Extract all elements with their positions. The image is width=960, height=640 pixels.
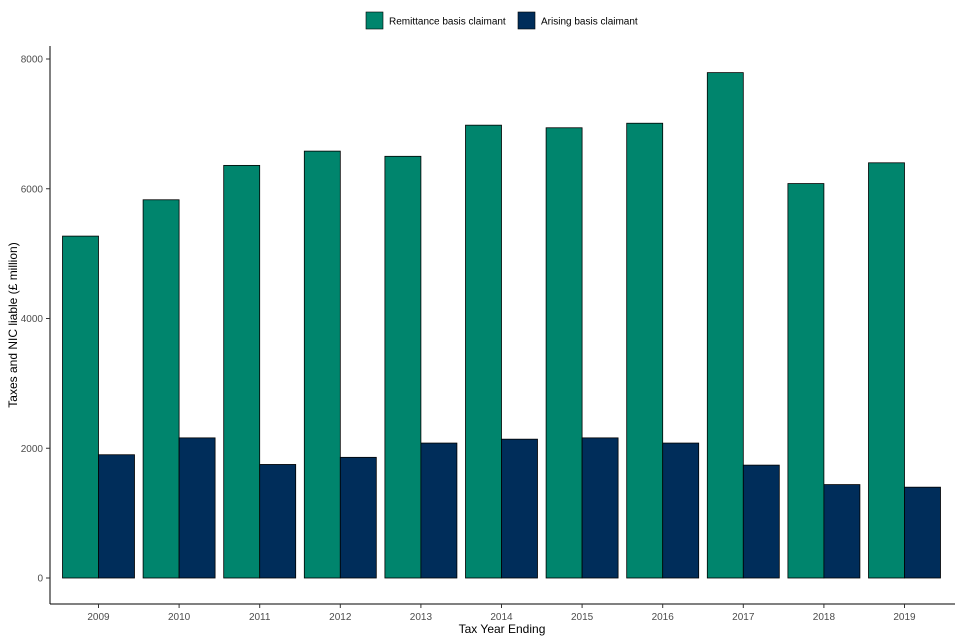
x-tick-label-2014: 2014	[490, 612, 513, 623]
bar-remittance-2011	[223, 164, 261, 579]
bar-remittance-2012	[303, 150, 341, 579]
bar-arising-2016	[662, 442, 700, 579]
bar-arising-2015	[581, 437, 619, 579]
legend-swatch-remittance	[365, 11, 384, 30]
bar-remittance-2016	[626, 122, 664, 579]
bar-remittance-2013	[384, 155, 422, 579]
legend-label-arising: Arising basis claimant	[541, 17, 638, 28]
bar-remittance-2009	[62, 235, 99, 579]
bar-arising-2018	[823, 484, 861, 579]
x-tick-label-2011: 2011	[249, 612, 271, 623]
y-axis-ticks: 0 2000 4000 6000 8000	[21, 55, 50, 585]
bars-group	[62, 72, 941, 579]
legend-label-remittance: Remittance basis claimant	[389, 17, 506, 28]
y-tick-label-8000: 8000	[21, 55, 44, 66]
bar-arising-2010	[178, 437, 216, 579]
x-tick-label-2018: 2018	[813, 612, 836, 623]
bar-arising-2017	[742, 464, 780, 579]
x-tick-label-2019: 2019	[893, 612, 916, 623]
x-axis-title: Tax Year Ending	[459, 622, 546, 636]
x-tick-label-2016: 2016	[652, 612, 675, 623]
x-tick-label-2012: 2012	[329, 612, 352, 623]
y-axis-title: Taxes and NIC liable (£ million)	[6, 242, 20, 407]
bar-arising-2009	[98, 454, 135, 579]
y-tick-label-2000: 2000	[21, 444, 44, 455]
bar-remittance-2017	[706, 72, 744, 579]
x-tick-label-2009: 2009	[87, 612, 110, 623]
bar-arising-2011	[259, 464, 297, 579]
x-axis-ticks: 2009 2010 2011 2012 2013 2014 2015 2016 2017 2018…	[87, 604, 916, 623]
y-tick-label-4000: 4000	[21, 314, 44, 325]
y-tick-label-6000: 6000	[21, 184, 44, 195]
bar-remittance-2010	[142, 199, 180, 579]
bar-remittance-2018	[787, 183, 825, 579]
bar-remittance-2019	[868, 162, 905, 579]
y-tick-label-0: 0	[37, 574, 43, 585]
legend-swatch-arising	[517, 11, 536, 30]
x-tick-label-2010: 2010	[168, 612, 191, 623]
bar-arising-2013	[420, 442, 458, 579]
x-tick-label-2013: 2013	[410, 612, 433, 623]
x-tick-label-2015: 2015	[571, 612, 594, 623]
bar-arising-2019	[904, 486, 941, 579]
x-tick-label-2017: 2017	[732, 612, 755, 623]
bar-arising-2012	[339, 456, 377, 579]
bar-remittance-2015	[545, 127, 583, 579]
bar-arising-2014	[501, 438, 538, 579]
legend: Remittance basis claimant Arising basis …	[365, 11, 638, 30]
bar-remittance-2014	[465, 124, 502, 579]
